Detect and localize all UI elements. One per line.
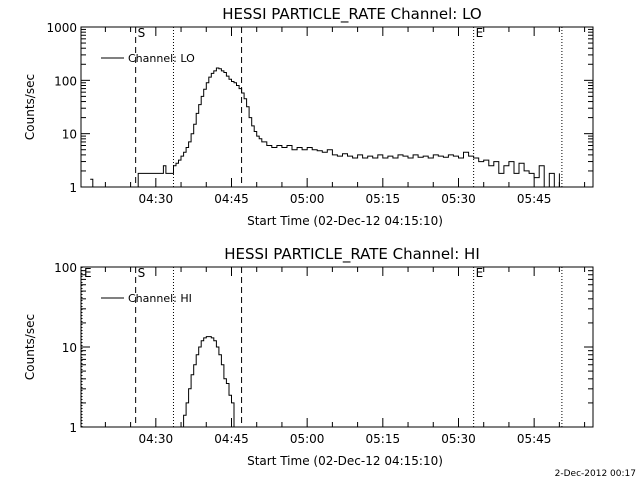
y-axis-ticks-hi: 1 10 100 [54,261,593,435]
x-tick-label: 04:45 [214,432,249,446]
time-marker-label: S [138,266,146,280]
x-tick-label: 04:30 [139,432,174,446]
plot-frame-lo [80,26,594,188]
legend-label-hi: Channel: HI [128,292,192,305]
x-tick-label: 04:30 [139,192,174,206]
plot-frame-hi [80,266,594,428]
chart-title-lo: HESSI PARTICLE_RATE Channel: LO [222,5,481,24]
y-tick-label: 1 [69,421,77,435]
x-tick-label: 05:30 [441,192,476,206]
data-line-hi [181,336,235,428]
y-axis-label-hi: Counts/sec [23,314,37,380]
x-tick-label: 04:45 [214,192,249,206]
x-tick-label: 05:00 [290,432,325,446]
x-axis-ticks-lo: 04:30 04:45 05:00 05:15 05:30 05:45 [104,27,586,206]
x-tick-label: 05:15 [366,192,401,206]
y-axis-label-lo: Counts/sec [23,74,37,140]
x-axis-label-hi: Start Time (02-Dec-12 04:15:10) [247,454,443,468]
time-marker-label: E [476,26,484,40]
x-axis-ticks-hi: 04:30 04:45 05:00 05:15 05:30 05:45 [104,267,586,446]
x-tick-label: 05:45 [517,192,552,206]
y-tick-label: 100 [54,261,77,275]
y-tick-label: 100 [54,74,77,88]
timestamp-stamp: 2-Dec-2012 00:17 [555,469,636,479]
data-line-lo [90,67,560,188]
x-tick-label: 05:45 [517,432,552,446]
y-axis-ticks-lo: 1 10 100 1000 [46,21,593,195]
time-marker-label: E [476,266,484,280]
x-tick-label: 05:15 [366,432,401,446]
x-axis-label-lo: Start Time (02-Dec-12 04:15:10) [247,214,443,228]
y-tick-label: 1000 [46,21,77,35]
time-marker-label: S [138,26,146,40]
time-marker-label: E [84,266,92,280]
y-tick-label: 10 [62,341,77,355]
x-tick-label: 05:30 [441,432,476,446]
legend-label-lo: Channel: LO [128,52,195,65]
y-tick-label: 10 [62,128,77,142]
x-tick-label: 05:00 [290,192,325,206]
y-tick-label: 1 [69,181,77,195]
chart-title-hi: HESSI PARTICLE_RATE Channel: HI [224,245,480,264]
